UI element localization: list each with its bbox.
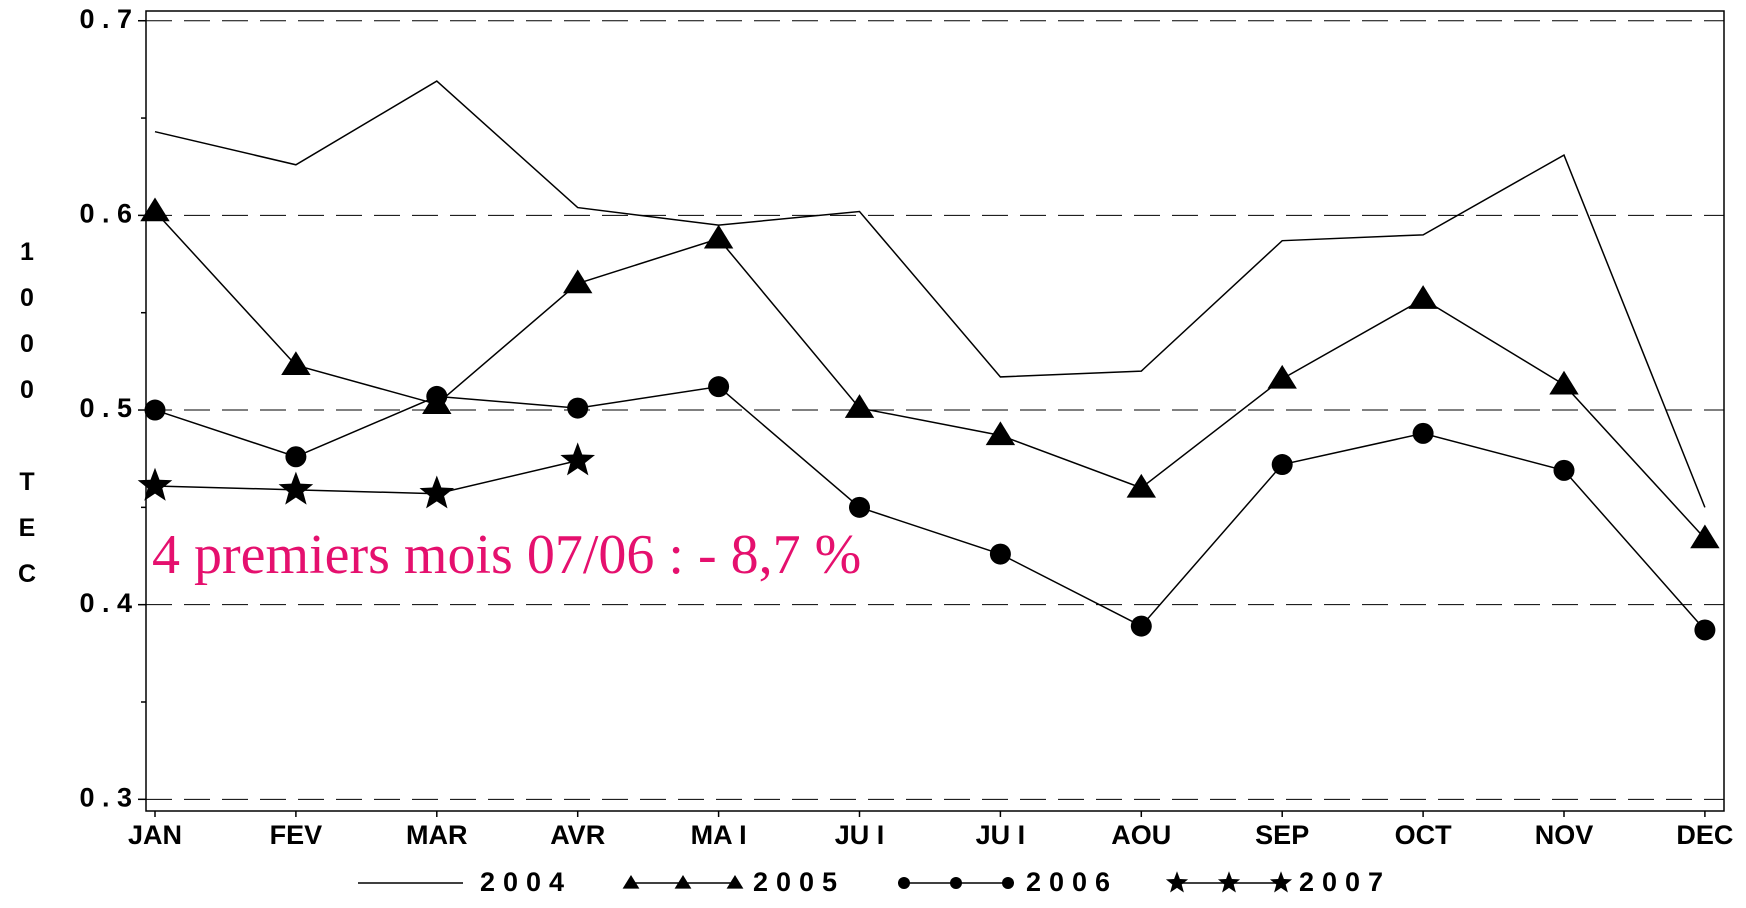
y-tick-label: 0 . 5 (79, 393, 132, 423)
legend-label: 2005 (753, 867, 845, 897)
x-tick-label: MAR (406, 820, 468, 850)
marker-circle (567, 397, 589, 419)
marker-triangle (1690, 524, 1720, 549)
x-tick-label: FEV (270, 820, 323, 850)
marker-circle (1694, 619, 1716, 641)
marker-circle (144, 399, 166, 421)
marker-circle (1553, 459, 1575, 481)
marker-triangle (281, 351, 311, 376)
marker-circle (1130, 615, 1152, 637)
series-line (154, 459, 578, 495)
marker-triangle (703, 224, 734, 249)
marker-circle (1271, 454, 1293, 476)
annotation: 4 premiers mois 07/06 : - 8,7 % (152, 524, 861, 586)
marker-triangle (985, 421, 1016, 446)
series-line (154, 210, 1706, 540)
marker-circle (1002, 877, 1014, 889)
marker-star (137, 467, 173, 501)
marker-triangle (674, 875, 692, 889)
x-tick-label: AVR (550, 820, 605, 850)
marker-circle (1412, 422, 1434, 444)
marker-star (560, 442, 595, 476)
marker-triangle (140, 197, 170, 222)
marker-star (1165, 871, 1189, 893)
marker-circle (989, 543, 1011, 565)
x-tick-label: SEP (1255, 820, 1309, 850)
legend-item: 2004 (358, 867, 572, 897)
marker-triangle (563, 269, 593, 294)
series-line (154, 385, 1706, 631)
legend-label: 2004 (480, 867, 572, 897)
marker-circle (849, 496, 870, 518)
marker-triangle (1549, 370, 1579, 395)
y-axis-label: 1000 TEC (13, 238, 41, 606)
marker-star (1269, 871, 1293, 893)
plot-frame (145, 10, 1725, 812)
x-tick-label: MA I (691, 820, 747, 850)
marker-triangle (1267, 364, 1297, 389)
x-tick-label: JAN (128, 820, 182, 850)
legend-item: 2005 (622, 867, 845, 897)
marker-triangle (726, 875, 744, 889)
x-tick-label: NOV (1535, 820, 1594, 850)
marker-star (419, 475, 455, 509)
legend-label: 2007 (1299, 867, 1391, 897)
marker-triangle (1126, 473, 1156, 498)
marker-star (278, 471, 314, 505)
marker-triangle (622, 875, 640, 889)
marker-circle (426, 385, 448, 407)
x-tick-label: JU I (835, 820, 885, 850)
y-tick-label: 0 . 3 (79, 782, 132, 812)
x-tick-label: AOU (1111, 820, 1171, 850)
x-tick-label: DEC (1676, 820, 1733, 850)
marker-circle (898, 877, 910, 889)
legend-item: 2006 (898, 867, 1118, 897)
y-tick-label: 0 . 7 (79, 4, 132, 34)
marker-circle (285, 446, 307, 468)
marker-star (1217, 871, 1241, 893)
y-tick-label: 0 . 4 (79, 588, 132, 618)
marker-circle (950, 877, 962, 889)
x-tick-label: JU I (976, 820, 1026, 850)
marker-triangle (1408, 285, 1438, 309)
series-line (154, 80, 1706, 508)
legend-item: 2007 (1165, 867, 1391, 897)
marker-triangle (844, 394, 875, 418)
x-tick-label: OCT (1395, 820, 1453, 850)
legend-label: 2006 (1026, 867, 1118, 897)
y-tick-label: 0 . 6 (79, 199, 132, 229)
marker-circle (708, 376, 730, 398)
